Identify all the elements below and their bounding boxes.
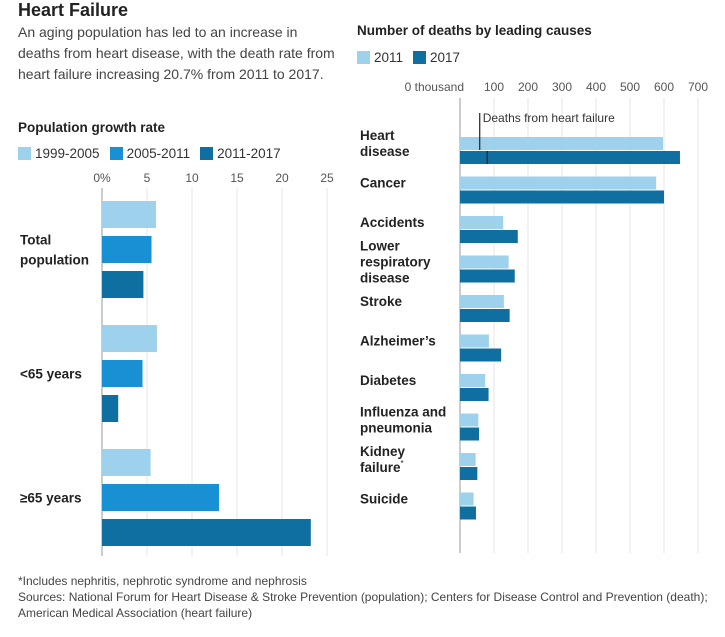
annotation-label: Deaths from heart failure xyxy=(483,111,615,125)
bar xyxy=(460,492,474,506)
legend-item-2011: 2011 xyxy=(357,50,403,65)
x-tick-label: 200 xyxy=(518,80,538,94)
bar xyxy=(102,201,156,228)
bar xyxy=(460,176,657,190)
category-label: Lower xyxy=(360,239,401,254)
bar xyxy=(102,236,152,263)
category-label: Accidents xyxy=(360,215,425,230)
category-label: Cancer xyxy=(360,176,407,191)
legend-item-2011-2017: 2011-2017 xyxy=(200,146,281,161)
bar xyxy=(460,506,476,520)
category-label: pneumonia xyxy=(360,421,432,436)
category-label: Heart xyxy=(360,128,395,143)
page-subtitle: An aging population has led to an increa… xyxy=(18,24,335,82)
category-label: Kidney xyxy=(360,444,406,459)
bar xyxy=(460,453,476,466)
bar xyxy=(102,360,143,387)
legend-item-1999-2005: 1999-2005 xyxy=(18,146,100,161)
legend-label: 2017 xyxy=(430,50,461,65)
footnote-note: *Includes nephritis, nephrotic syndrome … xyxy=(18,574,307,588)
bar xyxy=(460,388,489,401)
bar xyxy=(102,449,151,476)
bar xyxy=(460,230,518,243)
category-label: Alzheimer’s xyxy=(360,334,436,349)
category-label: Suicide xyxy=(360,492,409,507)
category-label: Total xyxy=(20,233,51,248)
bar xyxy=(460,309,510,322)
x-tick-label: 0% xyxy=(93,171,111,185)
footnote-sources: Sources: National Forum for Heart Diseas… xyxy=(18,590,708,620)
x-tick-label: 5 xyxy=(144,171,151,185)
bar xyxy=(102,325,157,352)
legend-item-2017: 2017 xyxy=(413,50,460,65)
legend-label: 2011-2017 xyxy=(217,146,281,161)
page-title: Heart Failure xyxy=(18,0,129,20)
legend-swatch xyxy=(200,147,214,160)
bar xyxy=(460,190,664,204)
bar xyxy=(460,374,486,387)
category-label: Diabetes xyxy=(360,373,416,388)
bar xyxy=(460,216,504,229)
x-tick-label: 10 xyxy=(185,171,199,185)
bar xyxy=(460,255,509,269)
category-label: disease xyxy=(360,271,410,286)
legend-item-2005-2011: 2005-2011 xyxy=(109,146,191,161)
category-label: Influenza and xyxy=(360,405,446,420)
category-label: population xyxy=(20,253,89,268)
category-label: disease xyxy=(360,144,410,159)
bar xyxy=(460,467,478,480)
footnote: *Includes nephritis, nephrotic syndrome … xyxy=(18,573,718,621)
bar xyxy=(460,269,515,283)
category-label: Stroke xyxy=(360,294,403,309)
x-tick-label: 25 xyxy=(320,171,334,185)
legend-swatch xyxy=(413,51,427,64)
legend-swatch xyxy=(18,147,31,160)
x-tick-label: 500 xyxy=(620,80,640,94)
bar xyxy=(460,295,504,308)
bar xyxy=(102,271,144,298)
bar xyxy=(460,151,680,164)
bar xyxy=(460,348,502,362)
bar xyxy=(102,395,119,422)
x-tick-label: 300 xyxy=(552,80,572,94)
x-tick-label: 15 xyxy=(230,171,244,185)
legend-swatch xyxy=(109,147,123,160)
bar xyxy=(460,334,489,348)
bar xyxy=(460,427,480,441)
legend-label: 1999-2005 xyxy=(35,146,100,161)
left-legend: 1999-2005 2005-2011 2011-2017 xyxy=(18,146,291,161)
x-tick-label: 600 xyxy=(654,80,674,94)
legend-label: 2005-2011 xyxy=(126,146,191,161)
bar xyxy=(460,137,663,150)
legend-swatch xyxy=(357,51,370,64)
category-label: ≥65 years xyxy=(20,491,81,506)
x-tick-label: 100 xyxy=(484,80,504,94)
charts-canvas: 0% 5 10 15 20 25 Total population <65 years ≥65 y… xyxy=(20,80,708,556)
right-legend: 2011 2017 xyxy=(357,50,470,65)
x-tick-label: 0 thousand xyxy=(405,80,464,94)
right-chart-title: Number of deaths by leading causes xyxy=(357,23,592,38)
category-label: <65 years xyxy=(20,367,82,382)
bar xyxy=(102,519,311,546)
x-tick-label: 400 xyxy=(586,80,606,94)
bar xyxy=(460,413,479,427)
bar xyxy=(102,484,219,511)
category-label: failure* xyxy=(360,459,404,475)
left-chart-title: Population growth rate xyxy=(18,120,165,135)
legend-label: 2011 xyxy=(374,50,404,65)
superscript-mark: * xyxy=(401,459,404,468)
category-label: respiratory xyxy=(360,255,431,270)
x-tick-label: 700 xyxy=(688,80,708,94)
x-tick-label: 20 xyxy=(275,171,289,185)
